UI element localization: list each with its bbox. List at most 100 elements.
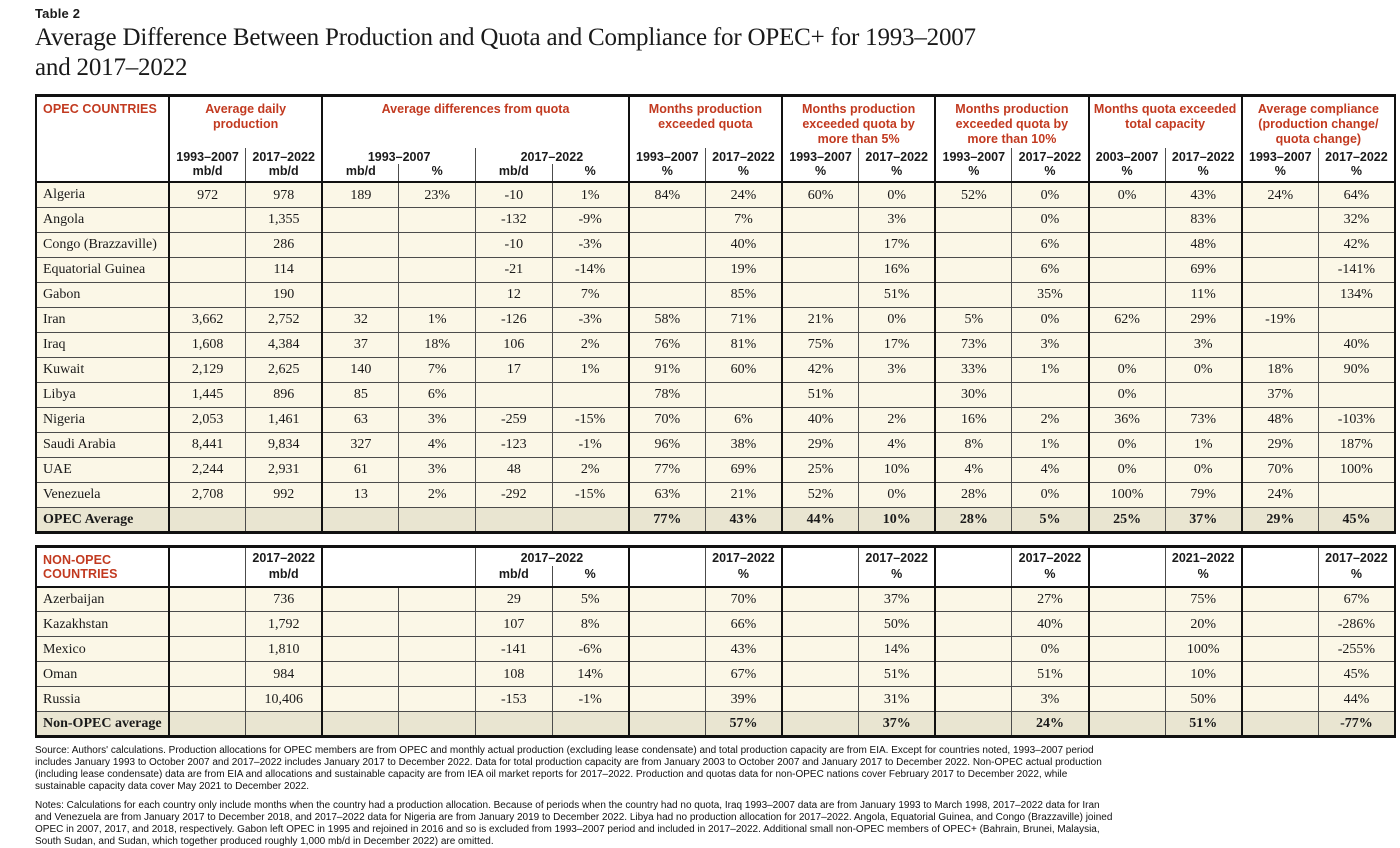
value-cell: -292 xyxy=(475,481,553,508)
value-cell: 48 xyxy=(475,456,553,483)
value-cell xyxy=(1164,381,1242,408)
value-cell: 7% xyxy=(551,281,629,308)
value-cell: 4% xyxy=(1011,456,1089,483)
value-cell: 58% xyxy=(627,306,706,333)
value-cell xyxy=(398,586,476,612)
value-cell xyxy=(1240,711,1319,737)
value-cell xyxy=(168,256,246,283)
value-cell xyxy=(1087,661,1166,687)
value-cell: 28% xyxy=(934,481,1012,508)
country-cell: Equatorial Guinea xyxy=(36,256,169,283)
unit-label: mb/d xyxy=(475,164,553,183)
value-cell: 16% xyxy=(858,256,936,283)
period-label: 2017–2022 xyxy=(704,546,782,567)
value-cell xyxy=(398,686,476,712)
opec-row: Algeria 972 978 189 23% -10 1% 84% 24% 60% 0% 52% 0%… xyxy=(36,181,1395,208)
value-cell: 29% xyxy=(1240,506,1319,533)
country-cell: Venezuela xyxy=(36,481,169,508)
value-cell xyxy=(1240,331,1319,358)
value-cell: 736 xyxy=(245,586,323,612)
value-cell: 2,708 xyxy=(168,481,246,508)
nonopec-row: Russia 10,406 -153 -1% 39% 31% 3% 50% 44% xyxy=(36,686,1395,712)
value-cell: 40% xyxy=(781,406,859,433)
table-gap xyxy=(35,534,1396,545)
value-cell: 50% xyxy=(858,611,936,637)
value-cell: 17% xyxy=(858,231,936,258)
value-cell: 2% xyxy=(858,406,936,433)
value-cell: 4,384 xyxy=(245,331,323,358)
value-cell: 5% xyxy=(551,586,629,612)
period-label: 1993–2007 xyxy=(168,148,246,165)
value-cell xyxy=(1087,586,1166,612)
value-cell: 21% xyxy=(781,306,859,333)
value-cell: 85 xyxy=(321,381,399,408)
value-cell xyxy=(321,231,399,258)
value-cell xyxy=(168,281,246,308)
blank-header-cell xyxy=(168,546,246,587)
country-cell: Kazakhstan xyxy=(36,611,169,637)
value-cell xyxy=(627,636,706,662)
value-cell: 4% xyxy=(858,431,936,458)
value-cell: 37 xyxy=(321,331,399,358)
value-cell: 978 xyxy=(245,181,323,208)
value-cell: 20% xyxy=(1164,611,1242,637)
value-cell: 48% xyxy=(1240,406,1319,433)
value-cell: -255% xyxy=(1317,636,1395,662)
value-cell: 37% xyxy=(858,711,936,737)
col-group-avg-compliance: Average compliance (production change/ q… xyxy=(1240,95,1395,149)
country-cell: Azerbaijan xyxy=(36,586,169,612)
value-cell: 0% xyxy=(858,481,936,508)
opec-row: Congo (Brazzaville) 286 -10 -3% 40% 17% 6% 48% 4… xyxy=(36,231,1395,258)
value-cell: 32% xyxy=(1317,206,1395,233)
value-cell: 57% xyxy=(704,711,782,737)
value-cell xyxy=(627,231,706,258)
unit-label: % xyxy=(398,164,476,183)
period-label: 2003–2007 xyxy=(1087,148,1166,165)
value-cell: 40% xyxy=(1011,611,1089,637)
nonopec-row: Azerbaijan 736 29 5% 70% 37% 27% 75% 67% xyxy=(36,586,1395,612)
value-cell: 0% xyxy=(1087,181,1166,208)
value-cell: 8% xyxy=(551,611,629,637)
value-cell xyxy=(168,586,246,612)
value-cell: 1% xyxy=(1011,356,1089,383)
value-cell: 12 xyxy=(475,281,553,308)
value-cell: 286 xyxy=(245,231,323,258)
value-cell: -10 xyxy=(475,231,553,258)
value-cell: 1,810 xyxy=(245,636,323,662)
value-cell xyxy=(1087,686,1166,712)
value-cell: 70% xyxy=(704,586,782,612)
opec-row: Nigeria 2,053 1,461 63 3% -259 -15% 70% 6% 40% 2% 1… xyxy=(36,406,1395,433)
unit-label: % xyxy=(1240,164,1319,183)
value-cell: 17 xyxy=(475,356,553,383)
unit-label: % xyxy=(704,164,782,183)
value-cell: 0% xyxy=(858,181,936,208)
value-cell: 29% xyxy=(1240,431,1319,458)
value-cell: 1,445 xyxy=(168,381,246,408)
value-cell: 38% xyxy=(704,431,782,458)
value-cell xyxy=(321,206,399,233)
value-cell: 1% xyxy=(1164,431,1242,458)
value-cell: 14% xyxy=(551,661,629,687)
value-cell: -259 xyxy=(475,406,553,433)
value-cell xyxy=(627,206,706,233)
value-cell: -10 xyxy=(475,181,553,208)
value-cell: 2% xyxy=(1011,406,1089,433)
value-cell xyxy=(781,281,859,308)
value-cell xyxy=(858,381,936,408)
country-cell: Angola xyxy=(36,206,169,233)
value-cell: 71% xyxy=(704,306,782,333)
country-cell: Libya xyxy=(36,381,169,408)
value-cell xyxy=(627,281,706,308)
value-cell: 45% xyxy=(1317,506,1395,533)
value-cell: 1,461 xyxy=(245,406,323,433)
value-cell: 4% xyxy=(934,456,1012,483)
value-cell: 67% xyxy=(704,661,782,687)
value-cell: 69% xyxy=(704,456,782,483)
value-cell: 37% xyxy=(1164,506,1242,533)
period-label: 2017–2022 xyxy=(858,148,936,165)
value-cell: 51% xyxy=(858,281,936,308)
value-cell: 3% xyxy=(1011,686,1089,712)
value-cell: 1,792 xyxy=(245,611,323,637)
opec-table-body: Algeria 972 978 189 23% -10 1% 84% 24% 60% 0% 52% 0%… xyxy=(36,181,1395,533)
